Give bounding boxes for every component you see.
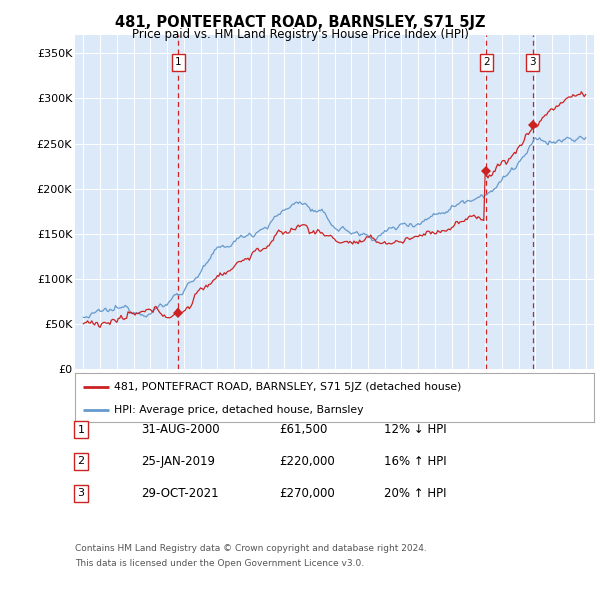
Text: 29-OCT-2021: 29-OCT-2021 [141, 487, 218, 500]
Text: 1: 1 [175, 57, 182, 67]
Text: 3: 3 [77, 489, 85, 498]
Text: 25-JAN-2019: 25-JAN-2019 [141, 455, 215, 468]
Text: 20% ↑ HPI: 20% ↑ HPI [384, 487, 446, 500]
Text: 481, PONTEFRACT ROAD, BARNSLEY, S71 5JZ: 481, PONTEFRACT ROAD, BARNSLEY, S71 5JZ [115, 15, 485, 30]
Text: £61,500: £61,500 [279, 423, 328, 436]
Text: 2: 2 [483, 57, 490, 67]
Text: 16% ↑ HPI: 16% ↑ HPI [384, 455, 446, 468]
Text: £220,000: £220,000 [279, 455, 335, 468]
Text: HPI: Average price, detached house, Barnsley: HPI: Average price, detached house, Barn… [114, 405, 364, 415]
Text: 12% ↓ HPI: 12% ↓ HPI [384, 423, 446, 436]
Text: 481, PONTEFRACT ROAD, BARNSLEY, S71 5JZ (detached house): 481, PONTEFRACT ROAD, BARNSLEY, S71 5JZ … [114, 382, 461, 392]
Text: 3: 3 [529, 57, 536, 67]
Text: Contains HM Land Registry data © Crown copyright and database right 2024.: Contains HM Land Registry data © Crown c… [75, 545, 427, 553]
Text: £270,000: £270,000 [279, 487, 335, 500]
Text: 1: 1 [77, 425, 85, 434]
Text: 31-AUG-2000: 31-AUG-2000 [141, 423, 220, 436]
Text: Price paid vs. HM Land Registry's House Price Index (HPI): Price paid vs. HM Land Registry's House … [131, 28, 469, 41]
Text: 2: 2 [77, 457, 85, 466]
Text: This data is licensed under the Open Government Licence v3.0.: This data is licensed under the Open Gov… [75, 559, 364, 568]
